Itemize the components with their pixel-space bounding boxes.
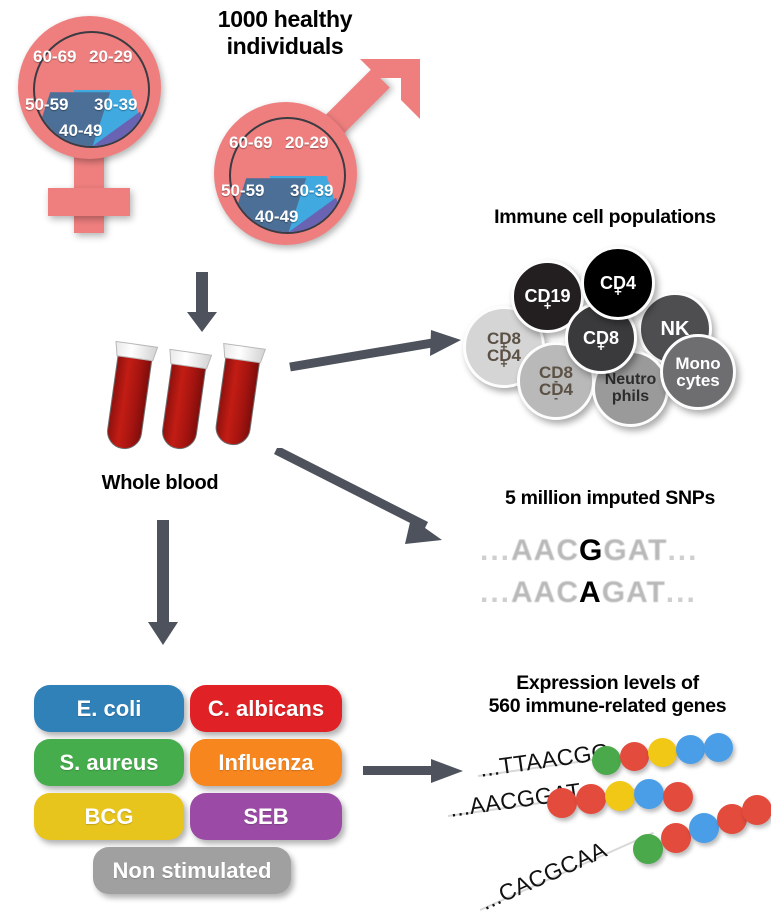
snp-allele-row-1: ...AACGGAT...	[480, 534, 698, 568]
male-age-pie	[229, 117, 346, 234]
stimulus-non-stimulated[interactable]: Non stimulated	[93, 847, 291, 894]
arrow-blood-to-snps	[274, 448, 442, 544]
gene-dot	[689, 813, 719, 843]
cell-label-line2: CD4 +	[486, 346, 521, 372]
stimulus-e-coli[interactable]: E. coli	[34, 685, 184, 732]
gene-dot	[676, 735, 705, 764]
section-title-expression: Expression levels of 560 immune-related …	[445, 672, 770, 718]
cell-label-line1: Mono	[675, 353, 721, 373]
gene-dot	[592, 746, 621, 775]
arrow-blood-to-immune	[289, 330, 461, 372]
stimulus-label: SEB	[243, 803, 289, 829]
stimulus-influenza[interactable]: Influenza	[190, 739, 342, 786]
label-whole-blood: Whole blood	[101, 472, 219, 494]
pie-label-20-29: 20-29	[285, 133, 329, 152]
male-symbol: 60-69 20-29 50-59 30-39 40-49	[206, 59, 421, 245]
cell-cd4pos[interactable]: CD4 +	[581, 246, 655, 320]
gene-dot	[547, 788, 577, 818]
cell-monocytes[interactable]: Mono cytes	[660, 334, 736, 410]
cell-label-line2: CD4-	[538, 380, 573, 406]
cell-label-line1: CD4 +	[599, 272, 636, 300]
cell-label-line1: CD19 +	[524, 286, 571, 313]
pie-label-20-29: 20-29	[89, 47, 133, 66]
stimulus-c-albicans[interactable]: C. albicans	[190, 685, 342, 732]
gene-dot	[661, 823, 691, 853]
gene-dot	[634, 779, 664, 809]
arrow-stimuli-to-expression	[363, 759, 463, 783]
stimulus-label: Non stimulated	[112, 857, 272, 883]
pie-label-50-59: 50-59	[221, 181, 265, 200]
snp-allele-row-2: ...AACAGAT...	[480, 576, 697, 610]
cell-label-line2: phils	[611, 387, 650, 405]
gene-dot	[742, 795, 771, 825]
pie-label-40-49: 40-49	[59, 121, 103, 140]
expression-title-line2: 560 immune-related genes	[488, 695, 727, 717]
snp-suffix: GAT	[603, 534, 668, 567]
snp-prefix: AAC	[511, 534, 580, 567]
stimulus-label: S. aureus	[59, 749, 159, 775]
snp-suffix: GAT	[601, 576, 666, 609]
page-title-cohort: 1000 healthy individuals	[170, 6, 400, 60]
stimulus-label: Influenza	[218, 749, 314, 775]
pie-label-60-69: 60-69	[229, 133, 273, 152]
snp-variant-allele-1: G	[579, 534, 604, 567]
snp-variant-allele-2: A	[579, 576, 602, 609]
blood-tubes	[100, 340, 275, 470]
gene-strand-3: ...CACGCAA	[450, 795, 771, 916]
stimulus-label: C. albicans	[207, 695, 325, 721]
gene-dot	[620, 742, 649, 771]
pie-label-60-69: 60-69	[33, 47, 77, 66]
cell-label-line1: CD8 +	[582, 327, 619, 355]
gene-dot	[605, 781, 635, 811]
snp-prefix: AAC	[511, 576, 580, 609]
cell-label-line2: cytes	[676, 371, 720, 390]
pie-label-50-59: 50-59	[25, 95, 69, 114]
stimulus-bcg[interactable]: BCG	[34, 793, 184, 840]
stimulus-label: BCG	[84, 803, 134, 829]
cell-label-line1: NK	[660, 317, 690, 340]
cohort-title-line1: 1000 healthy	[217, 6, 353, 32]
stimulus-s-aureus[interactable]: S. aureus	[34, 739, 184, 786]
stimulus-seb[interactable]: SEB	[190, 793, 342, 840]
gene-dot	[704, 733, 733, 762]
arrow-blood-to-stimuli	[148, 520, 178, 645]
snp-leading-ellipsis: ...	[480, 534, 512, 567]
snp-leading-ellipsis: ...	[480, 576, 512, 609]
gene-dot	[648, 738, 677, 767]
female-age-pie	[33, 31, 150, 148]
gene-dot	[633, 834, 663, 864]
snp-sequences: ...AACGGAT... ...AACAGAT...	[480, 534, 760, 614]
female-stem-cross	[48, 188, 130, 216]
section-title-immune: Immune cell populations	[494, 206, 716, 228]
stimulus-label: E. coli	[76, 695, 142, 721]
gene-strand-2: ...AACGGAT	[447, 773, 770, 833]
cohort-title-line2: individuals	[226, 33, 344, 60]
expression-strands: ...TTAACGG ...AACGGAT ...CACGCAA	[447, 733, 771, 920]
gene-dot	[576, 784, 606, 814]
stimuli-panel: E. coli C. albicans S. aureus Influenza …	[34, 685, 344, 897]
expression-title-line1: Expression levels of	[516, 672, 699, 694]
gene-strand-1: ...TTAACGG	[450, 733, 770, 795]
female-symbol: 60-69 20-29 50-59 30-39 40-49	[8, 8, 173, 238]
strand-sequence-3: ...CACGCAA	[476, 836, 611, 915]
cell-label-line1: Neutro	[604, 371, 657, 389]
cell-label-line1: CD8-	[538, 362, 573, 388]
male-arrow-head	[360, 59, 420, 119]
pie-label-30-39: 30-39	[94, 95, 138, 114]
pie-label-30-39: 30-39	[290, 181, 334, 200]
arrow-cohort-to-blood	[187, 272, 217, 332]
cell-label-line1: CD8 +	[486, 328, 521, 354]
pie-label-40-49: 40-49	[255, 207, 299, 226]
gene-dot	[663, 782, 693, 812]
snp-trailing-ellipsis: ...	[665, 576, 697, 609]
section-title-snps: 5 million imputed SNPs	[504, 487, 716, 509]
snp-trailing-ellipsis: ...	[667, 534, 699, 567]
immune-cell-cluster: CD8 + CD4 + CD19 + CD4 + NK CD8 + Mono cytes	[455, 240, 755, 427]
